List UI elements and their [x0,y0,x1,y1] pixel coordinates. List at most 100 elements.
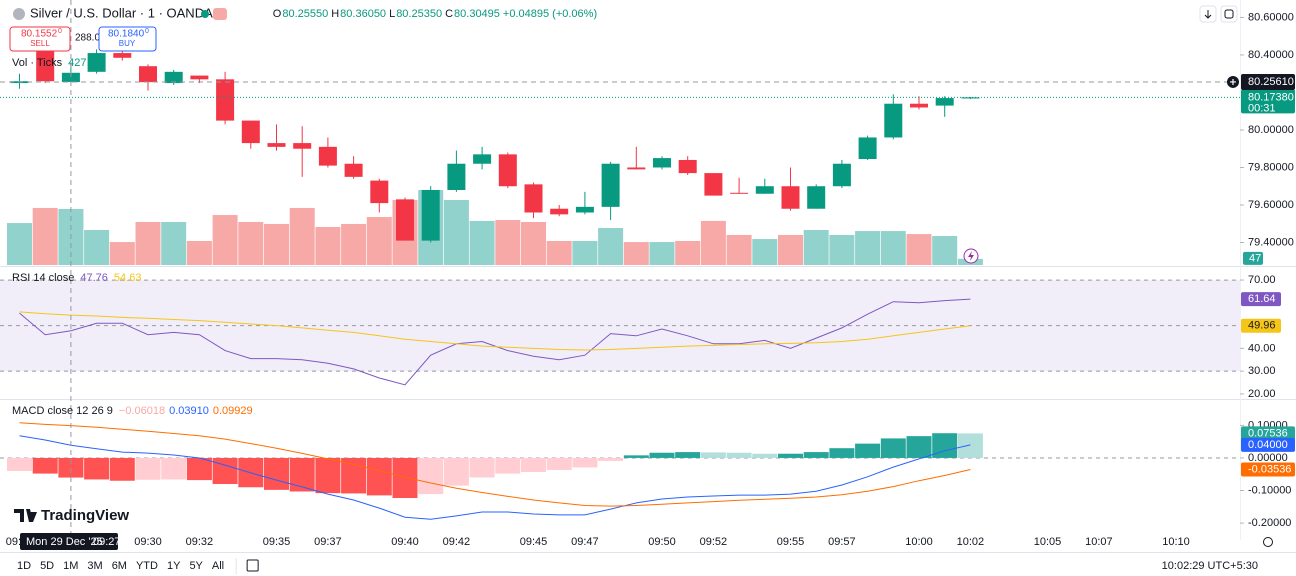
macd-histogram-bar [469,457,495,478]
volume-value: 427 [68,57,86,69]
macd-histogram-bar [289,457,315,492]
volume-bar [366,217,392,265]
volume-tag [1243,251,1263,265]
volume-bar [880,231,906,265]
macd-histogram-bar [212,457,238,484]
range-button[interactable]: 5D [40,560,54,572]
macd-histogram-bar [161,457,187,480]
volume-bar [829,234,855,265]
macd-histogram-bar [855,443,881,458]
macd-histogram-bar [84,457,110,480]
y-tick-label: 80.00000 [1248,124,1294,136]
volume-bar [752,239,778,265]
macd-histogram-bar [598,457,624,461]
candle-body [704,173,723,196]
x-tick-label: 10:07 [1085,536,1113,548]
y-tick-label: 79.80000 [1248,161,1294,173]
ohlc-value: 80.30495 [454,8,500,20]
change: +0.04895 (+0.06%) [503,8,597,20]
y-tick-label: 79.60000 [1248,199,1294,211]
x-tick-label: 09:57 [828,536,856,548]
buy-button[interactable] [98,26,157,52]
y-tick-label: 79.40000 [1248,236,1294,248]
macd-tag-label: 0.07536 [1248,427,1288,439]
macd-histogram-bar [726,452,752,458]
volume-bar [238,221,264,265]
x-tick-label: 09:42 [443,536,471,548]
status-dot [201,10,209,18]
macd-histogram-bar [264,457,289,490]
y-tick-label: 80.40000 [1248,49,1294,61]
candle-body [473,154,492,164]
settings-icon[interactable] [1263,537,1273,547]
macd-histogram-bar [495,457,521,474]
volume-bar [161,221,187,265]
macd-histogram-bar [778,453,803,458]
clock: 10:02:29 UTC+5:30 [1162,560,1258,572]
volume-tag-label: 47 [1249,253,1261,265]
candle-body [139,66,157,83]
refresh-button[interactable] [1220,5,1238,23]
buy-label: BUY [119,39,136,48]
x-tick-label: 10:10 [1162,536,1190,548]
macd-tag-label: -0.03536 [1248,463,1291,475]
macd-histogram-bar [521,457,546,472]
macd-histogram-bar [623,455,649,458]
range-button[interactable]: 1D [17,560,31,572]
volume-bar [803,229,829,265]
candle-body [216,79,235,121]
candle-body [550,208,569,215]
candle-body [858,137,877,160]
candle-body [832,163,851,187]
candle-body [318,146,337,166]
volume-bar [289,207,315,265]
brand-logo [14,509,37,522]
macd-histogram-bar [752,453,778,458]
macd-histogram-bar [7,457,32,471]
candle-body [293,143,312,149]
ohlc-key: L [389,8,395,20]
rsi-tag-label: 61.64 [1248,293,1276,305]
rsi-line [19,298,971,386]
range-button[interactable]: 1M [63,560,78,572]
sell-price: 80.1552 [21,29,58,40]
y-tick-label: -0.20000 [1248,517,1291,529]
volume-bar [572,241,598,265]
y-tick-label: 70.00 [1248,274,1276,286]
range-button[interactable]: YTD [136,560,158,572]
volume-bar [546,241,572,265]
calendar-icon[interactable] [246,559,259,572]
spread: 288.0 [75,33,100,44]
range-button[interactable]: All [212,560,224,572]
volume-bar [932,236,958,265]
candle-body [575,206,594,213]
macd-histogram-bar [546,457,572,470]
alert-bolt [968,251,974,261]
macd-histogram-bar [418,457,444,495]
candle-body [61,72,80,83]
volume-bar [521,221,546,265]
macd-histogram-bar [58,457,84,478]
candle-body [396,199,414,241]
range-button[interactable]: 3M [87,560,102,572]
range-button[interactable]: 5Y [189,560,203,572]
volume-bar [315,226,341,265]
y-tick-label: -0.10000 [1248,484,1291,496]
sell-button[interactable] [9,26,71,52]
macd-title: MACD close 12 26 9 [12,405,113,417]
x-tick-label: 09:32 [186,536,214,548]
ohlc-key: O [273,8,282,20]
status-icon [213,8,227,20]
macd-histogram-bar [366,457,392,496]
volume-bar [495,220,521,265]
volume-bar [700,220,726,265]
macd-tag [1241,462,1295,477]
macd-histogram-bar [957,433,983,458]
macd-tag-label: 0.04000 [1248,439,1288,451]
range-button[interactable]: 6M [112,560,127,572]
volume-bar [598,228,624,265]
candle-body [164,71,183,84]
range-button[interactable]: 1Y [167,560,181,572]
ohlc-value: 80.25350 [396,8,442,20]
